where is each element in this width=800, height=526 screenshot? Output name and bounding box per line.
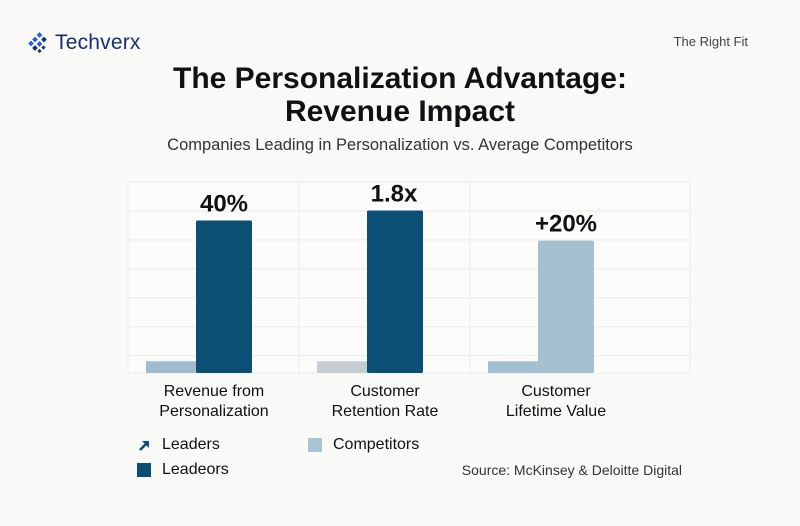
bar-competitors bbox=[317, 361, 367, 373]
category-label: Revenue from bbox=[164, 383, 265, 400]
legend-swatch-competitors bbox=[308, 438, 322, 452]
bar-competitors bbox=[146, 361, 196, 373]
tagline: The Right Fit bbox=[673, 34, 748, 49]
chart-title: The Personalization Advantage: Revenue I… bbox=[0, 62, 800, 128]
data-label: +20% bbox=[535, 211, 597, 238]
legend-item-competitors: Competitors bbox=[308, 436, 419, 454]
diamond-grid-logo-icon bbox=[28, 32, 47, 54]
data-label: 40% bbox=[200, 191, 248, 218]
chart-title-line-2: Revenue Impact bbox=[284, 95, 516, 128]
chart-title-line-1: The Personalization Advantage: bbox=[173, 62, 627, 95]
legend-swatch-leadeors bbox=[137, 463, 151, 477]
bar-leaders bbox=[196, 220, 252, 373]
category-label: Customer bbox=[521, 383, 591, 400]
legend-label-leaders: Leaders bbox=[162, 436, 220, 453]
category-label: Lifetime Value bbox=[506, 403, 606, 420]
source-note: Source: McKinsey & Deloitte Digital bbox=[461, 462, 682, 478]
brand-logo: Techverx bbox=[28, 31, 141, 55]
bar-leaders bbox=[367, 210, 423, 373]
brand-name: Techverx bbox=[55, 31, 141, 54]
category-label: Customer bbox=[350, 383, 420, 400]
bar-competitors bbox=[488, 361, 538, 373]
data-label: 1.8x bbox=[371, 180, 418, 207]
chart-subtitle: Companies Leading in Personalization vs.… bbox=[167, 136, 633, 154]
bar-leaders bbox=[538, 240, 594, 373]
legend-item-leadeors: Leadeors bbox=[137, 461, 229, 479]
category-label: Retention Rate bbox=[332, 403, 439, 420]
legend-label-leadeors: Leadeors bbox=[162, 461, 229, 478]
category-label: Personalization bbox=[159, 403, 268, 420]
legend-label-competitors: Competitors bbox=[333, 436, 420, 453]
legend-item-leaders: Leaders bbox=[137, 436, 220, 454]
arrow-up-right-icon bbox=[139, 441, 149, 451]
